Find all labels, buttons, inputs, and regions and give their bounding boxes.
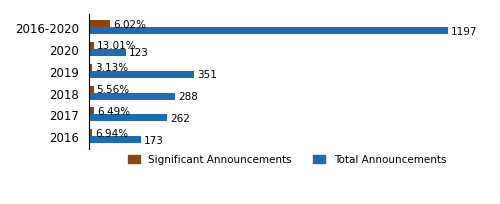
Text: 6.94%: 6.94% xyxy=(96,128,128,138)
Text: 351: 351 xyxy=(197,70,217,80)
Text: 173: 173 xyxy=(144,135,164,145)
Text: 262: 262 xyxy=(170,113,190,123)
Text: 5.56%: 5.56% xyxy=(96,85,130,95)
Text: 1197: 1197 xyxy=(451,27,477,37)
Bar xyxy=(88,50,126,57)
Bar xyxy=(88,130,92,137)
Text: 3.13%: 3.13% xyxy=(95,63,128,73)
Text: 6.49%: 6.49% xyxy=(97,106,130,116)
Bar xyxy=(88,43,94,50)
Bar xyxy=(88,28,448,35)
Bar xyxy=(88,137,141,144)
Bar xyxy=(88,71,194,78)
Bar xyxy=(88,64,92,71)
Text: 123: 123 xyxy=(128,48,148,58)
Text: 13.01%: 13.01% xyxy=(96,41,136,51)
Legend: Significant Announcements, Total Announcements: Significant Announcements, Total Announc… xyxy=(124,151,450,169)
Bar xyxy=(88,86,94,93)
Text: 288: 288 xyxy=(178,92,198,102)
Bar xyxy=(88,93,175,100)
Bar xyxy=(88,21,110,28)
Text: 6.02%: 6.02% xyxy=(114,20,146,29)
Bar xyxy=(88,108,94,115)
Bar xyxy=(88,115,168,122)
